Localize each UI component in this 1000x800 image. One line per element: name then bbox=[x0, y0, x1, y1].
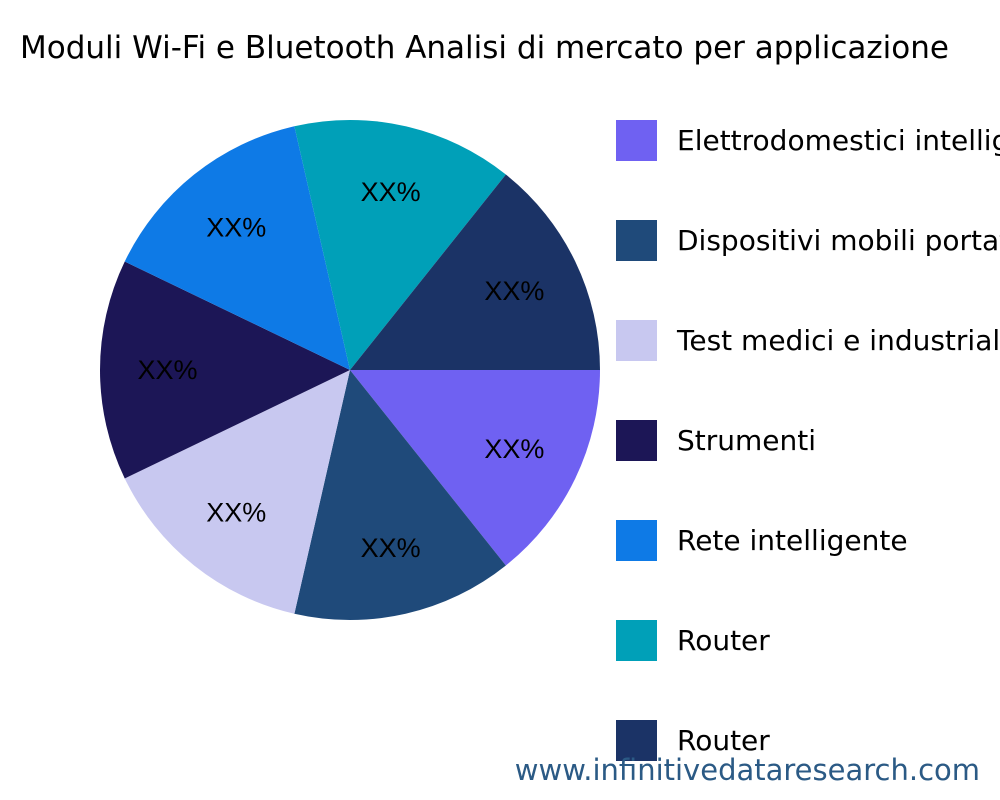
legend-label: Router bbox=[677, 624, 770, 657]
legend-swatch bbox=[616, 220, 657, 261]
chart-title: Moduli Wi-Fi e Bluetooth Analisi di merc… bbox=[20, 30, 949, 66]
pie-slice bbox=[99, 261, 350, 479]
legend-label: Strumenti bbox=[677, 424, 816, 457]
legend-swatch bbox=[616, 320, 657, 361]
data-labels: XX% XX% XX% XX% XX% XX% XX% bbox=[137, 177, 544, 563]
watermark: www.infinitivedataresearch.com bbox=[515, 753, 980, 787]
legend-label: Elettrodomestici intelligenti bbox=[677, 124, 1000, 157]
pie-slice bbox=[350, 370, 600, 566]
legend-label: Router bbox=[677, 724, 770, 757]
legend: Elettrodomestici intelligenti Dispositivi… bbox=[616, 120, 1000, 761]
pie-slice bbox=[294, 119, 506, 370]
legend-swatch bbox=[616, 720, 657, 761]
pie-slice bbox=[124, 126, 350, 370]
pie-slice bbox=[124, 370, 350, 614]
data-label: XX% bbox=[484, 276, 544, 306]
data-label: XX% bbox=[484, 434, 544, 464]
pie-slice bbox=[294, 370, 506, 621]
legend-label: Test medici e industriali bbox=[676, 324, 1000, 357]
legend-swatch bbox=[616, 420, 657, 461]
data-label: XX% bbox=[206, 498, 266, 528]
legend-label: Dispositivi mobili portatili bbox=[677, 224, 1000, 257]
data-label: XX% bbox=[361, 177, 421, 207]
legend-label: Rete intelligente bbox=[677, 524, 908, 557]
data-label: XX% bbox=[137, 355, 197, 385]
legend-swatch bbox=[616, 620, 657, 661]
pie-slice bbox=[350, 174, 600, 370]
legend-swatch bbox=[616, 120, 657, 161]
data-label: XX% bbox=[361, 533, 421, 563]
pie-slices bbox=[99, 119, 600, 621]
data-label: XX% bbox=[206, 212, 266, 242]
legend-swatch bbox=[616, 520, 657, 561]
